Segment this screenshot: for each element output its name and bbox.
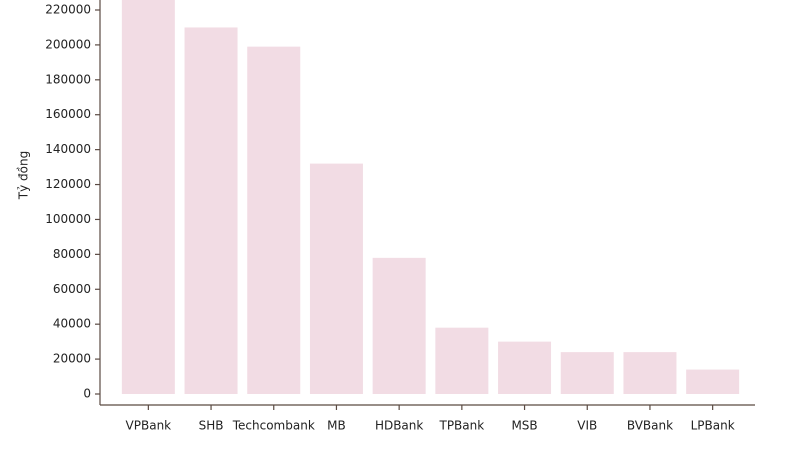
x-tick-label: MSB bbox=[511, 419, 537, 433]
bar bbox=[560, 352, 614, 394]
y-tick-label: 220000 bbox=[45, 3, 91, 17]
x-tick-label: MB bbox=[327, 419, 346, 433]
y-tick-label: 20000 bbox=[53, 352, 91, 366]
bar bbox=[686, 369, 740, 394]
y-tick-label: 120000 bbox=[45, 177, 91, 191]
bar bbox=[121, 0, 175, 394]
x-tick-label: VIB bbox=[577, 419, 597, 433]
bar bbox=[247, 46, 301, 395]
bar bbox=[435, 327, 489, 394]
y-tick-label: 140000 bbox=[45, 142, 91, 156]
x-tick-label: TPBank bbox=[438, 419, 484, 433]
bar bbox=[498, 341, 552, 394]
x-tick-label: HDBank bbox=[375, 419, 423, 433]
x-tick-label: VPBank bbox=[126, 419, 172, 433]
y-tick-label: 60000 bbox=[53, 282, 91, 296]
x-tick-label: Techcombank bbox=[232, 419, 315, 433]
y-tick-label: 40000 bbox=[53, 317, 91, 331]
y-tick-label: 180000 bbox=[45, 72, 91, 86]
y-tick-label: 0 bbox=[83, 387, 91, 401]
bar bbox=[372, 257, 426, 394]
bar bbox=[623, 352, 677, 394]
bar bbox=[184, 27, 238, 394]
x-tick-label: LPBank bbox=[691, 419, 735, 433]
y-tick-label: 200000 bbox=[45, 37, 91, 51]
y-tick-label: 80000 bbox=[53, 247, 91, 261]
x-tick-label: SHB bbox=[199, 419, 224, 433]
x-tick-label: BVBank bbox=[627, 419, 673, 433]
y-tick-label: 160000 bbox=[45, 107, 91, 121]
bar bbox=[309, 163, 363, 394]
y-tick-label: 100000 bbox=[45, 212, 91, 226]
y-axis-label: Tỷ đồng bbox=[17, 151, 31, 200]
